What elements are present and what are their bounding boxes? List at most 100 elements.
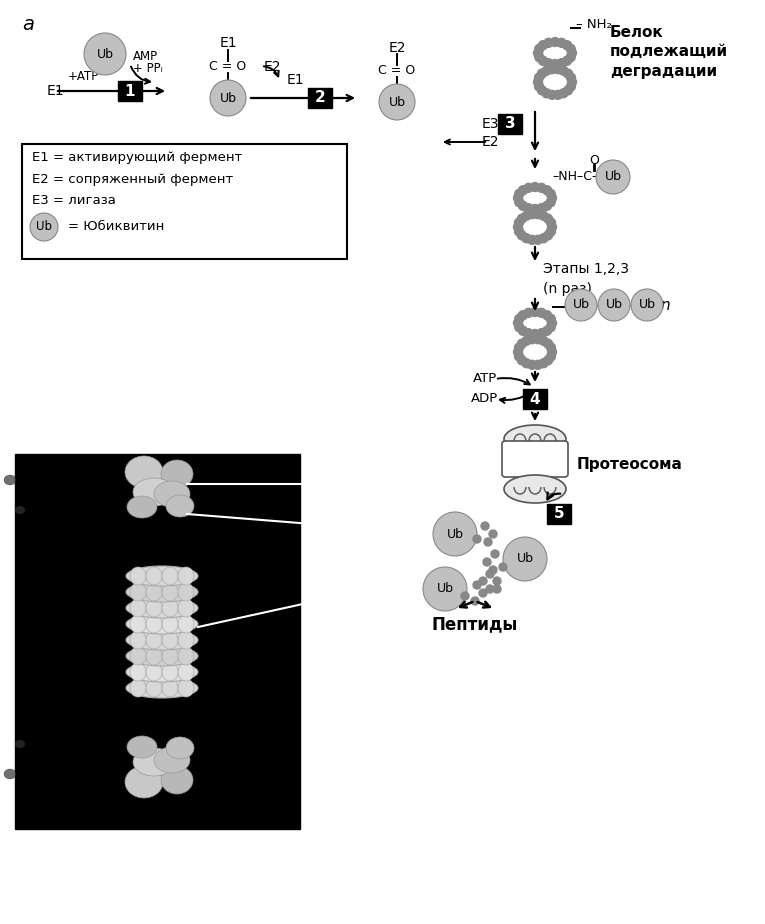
Ellipse shape xyxy=(127,496,157,518)
Ellipse shape xyxy=(126,678,198,698)
Ellipse shape xyxy=(162,679,178,697)
FancyBboxPatch shape xyxy=(502,441,568,477)
Ellipse shape xyxy=(166,737,194,759)
Text: 4: 4 xyxy=(529,392,540,407)
Text: E1: E1 xyxy=(46,84,63,98)
Text: E1 = активирующий фермент: E1 = активирующий фермент xyxy=(32,151,243,164)
Ellipse shape xyxy=(162,583,178,601)
Circle shape xyxy=(566,82,575,91)
Text: Ub: Ub xyxy=(604,171,621,184)
Circle shape xyxy=(544,38,553,47)
Text: = Юбиквитин: = Юбиквитин xyxy=(68,221,164,234)
Circle shape xyxy=(538,69,546,79)
Circle shape xyxy=(461,592,469,600)
Circle shape xyxy=(533,78,542,87)
Text: Ub: Ub xyxy=(96,47,113,60)
Circle shape xyxy=(491,550,499,558)
Text: Ядро: Ядро xyxy=(317,594,357,610)
Circle shape xyxy=(539,336,548,346)
Circle shape xyxy=(543,231,552,240)
Circle shape xyxy=(539,234,548,243)
Ellipse shape xyxy=(162,615,178,633)
Circle shape xyxy=(538,86,546,95)
Circle shape xyxy=(548,223,556,232)
Ellipse shape xyxy=(133,478,175,506)
Text: Ub: Ub xyxy=(220,91,236,104)
Circle shape xyxy=(486,570,494,578)
Circle shape xyxy=(542,310,552,320)
Ellipse shape xyxy=(130,647,146,665)
Circle shape xyxy=(542,186,552,195)
Text: Ub: Ub xyxy=(639,298,656,311)
Circle shape xyxy=(551,38,559,46)
Ellipse shape xyxy=(15,740,25,748)
Text: Кэп: Кэп xyxy=(317,496,346,512)
Circle shape xyxy=(524,309,533,317)
Circle shape xyxy=(486,585,494,593)
Circle shape xyxy=(519,310,528,320)
Ellipse shape xyxy=(161,766,193,794)
Circle shape xyxy=(533,334,542,344)
Circle shape xyxy=(379,84,415,120)
Text: C = O: C = O xyxy=(379,65,415,78)
Circle shape xyxy=(433,512,477,556)
Circle shape xyxy=(517,356,526,365)
Ellipse shape xyxy=(146,647,162,665)
Circle shape xyxy=(530,308,539,317)
Text: б: б xyxy=(16,633,28,651)
Circle shape xyxy=(519,326,528,335)
Circle shape xyxy=(513,193,522,202)
Text: Пептиды: Пептиды xyxy=(431,615,518,633)
Ellipse shape xyxy=(504,475,566,503)
Text: E2 = сопряженный фермент: E2 = сопряженный фермент xyxy=(32,173,233,186)
Circle shape xyxy=(543,214,552,223)
Circle shape xyxy=(489,566,497,574)
Ellipse shape xyxy=(126,662,198,682)
Circle shape xyxy=(539,359,548,368)
Text: Ub: Ub xyxy=(516,553,533,565)
Circle shape xyxy=(533,236,542,244)
Circle shape xyxy=(473,581,481,589)
Circle shape xyxy=(503,537,547,581)
Circle shape xyxy=(493,577,501,585)
Circle shape xyxy=(473,535,481,543)
Circle shape xyxy=(515,227,523,236)
Ellipse shape xyxy=(178,599,194,617)
Ellipse shape xyxy=(146,663,162,681)
Circle shape xyxy=(566,73,575,82)
Ellipse shape xyxy=(125,766,163,798)
Text: E2: E2 xyxy=(481,135,499,149)
Text: + PPᵢ: + PPᵢ xyxy=(133,63,163,76)
Circle shape xyxy=(566,44,575,54)
Text: E3: E3 xyxy=(481,117,499,131)
Circle shape xyxy=(546,189,555,199)
Text: –: – xyxy=(627,298,635,312)
Text: 5: 5 xyxy=(554,506,565,521)
Circle shape xyxy=(596,160,630,194)
Circle shape xyxy=(519,201,528,211)
Circle shape xyxy=(513,347,522,357)
Circle shape xyxy=(481,522,489,530)
Ellipse shape xyxy=(178,567,194,585)
Ellipse shape xyxy=(162,663,178,681)
Circle shape xyxy=(515,314,524,323)
Circle shape xyxy=(542,326,552,335)
FancyBboxPatch shape xyxy=(308,88,332,108)
Circle shape xyxy=(568,78,577,87)
Ellipse shape xyxy=(130,583,146,601)
Text: E2: E2 xyxy=(263,60,281,74)
Circle shape xyxy=(562,41,571,50)
Text: n: n xyxy=(660,298,670,312)
Circle shape xyxy=(548,347,556,357)
Circle shape xyxy=(535,44,544,54)
Circle shape xyxy=(544,58,553,67)
Circle shape xyxy=(631,289,663,321)
Circle shape xyxy=(546,218,555,227)
Circle shape xyxy=(210,80,246,116)
Circle shape xyxy=(528,236,536,244)
Ellipse shape xyxy=(126,566,198,586)
Text: Ub: Ub xyxy=(36,221,52,234)
Ellipse shape xyxy=(178,679,194,697)
Circle shape xyxy=(557,58,566,67)
Circle shape xyxy=(539,212,548,220)
